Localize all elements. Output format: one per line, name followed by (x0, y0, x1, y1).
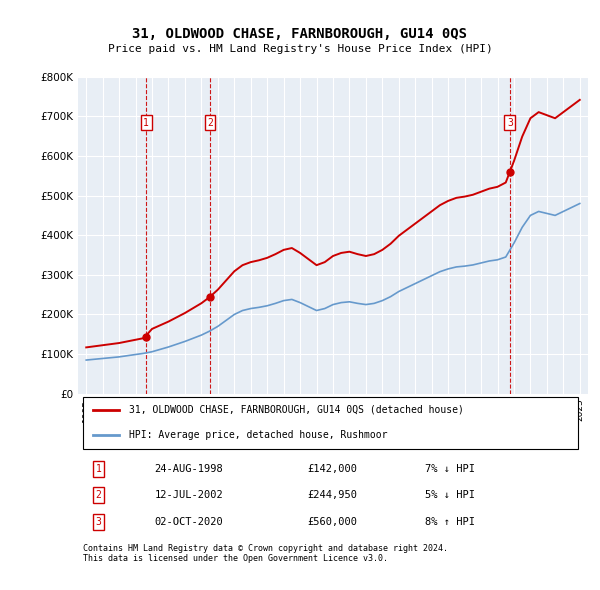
Text: 12-JUL-2002: 12-JUL-2002 (155, 490, 223, 500)
Text: 1: 1 (95, 464, 101, 474)
Text: Contains HM Land Registry data © Crown copyright and database right 2024.
This d: Contains HM Land Registry data © Crown c… (83, 544, 448, 563)
FancyBboxPatch shape (83, 396, 578, 448)
Text: 3: 3 (95, 517, 101, 527)
Text: 1: 1 (143, 117, 149, 127)
Text: £142,000: £142,000 (308, 464, 358, 474)
Text: 2: 2 (207, 117, 213, 127)
Text: 31, OLDWOOD CHASE, FARNBOROUGH, GU14 0QS: 31, OLDWOOD CHASE, FARNBOROUGH, GU14 0QS (133, 27, 467, 41)
Text: 02-OCT-2020: 02-OCT-2020 (155, 517, 223, 527)
Text: Price paid vs. HM Land Registry's House Price Index (HPI): Price paid vs. HM Land Registry's House … (107, 44, 493, 54)
Text: 5% ↓ HPI: 5% ↓ HPI (425, 490, 475, 500)
Text: 31, OLDWOOD CHASE, FARNBOROUGH, GU14 0QS (detached house): 31, OLDWOOD CHASE, FARNBOROUGH, GU14 0QS… (129, 405, 464, 415)
Text: HPI: Average price, detached house, Rushmoor: HPI: Average price, detached house, Rush… (129, 430, 388, 440)
Text: 8% ↑ HPI: 8% ↑ HPI (425, 517, 475, 527)
Text: 24-AUG-1998: 24-AUG-1998 (155, 464, 223, 474)
Text: 2: 2 (95, 490, 101, 500)
Text: £244,950: £244,950 (308, 490, 358, 500)
Text: 3: 3 (507, 117, 513, 127)
Text: 7% ↓ HPI: 7% ↓ HPI (425, 464, 475, 474)
Text: £560,000: £560,000 (308, 517, 358, 527)
